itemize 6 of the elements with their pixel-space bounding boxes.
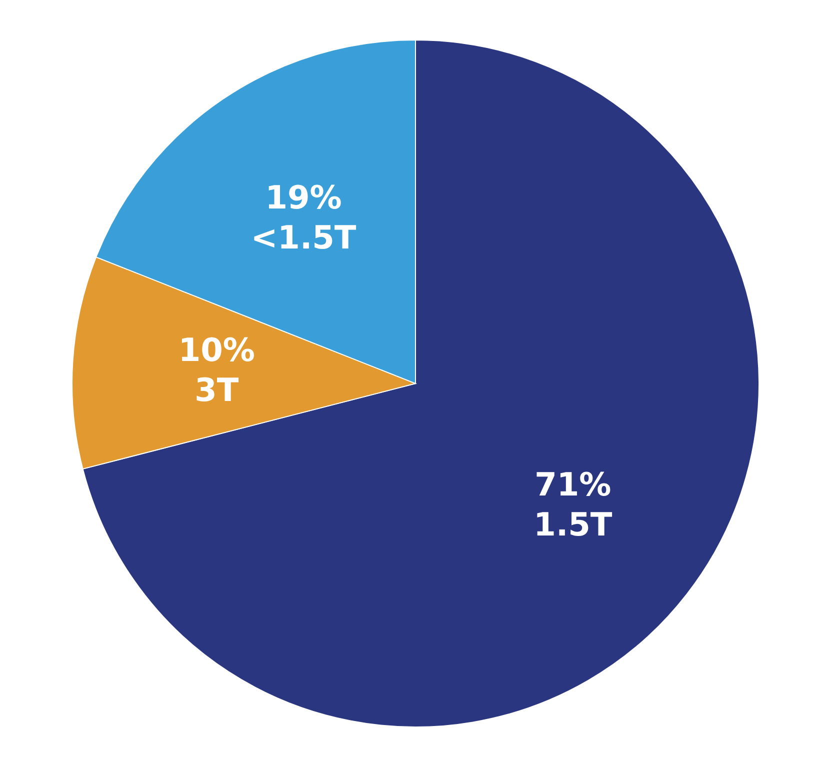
- data-label: 71%: [534, 466, 612, 504]
- data-label: 19%: [265, 178, 342, 217]
- data-label: 10%: [178, 330, 255, 369]
- slice-label: 1.5T: [534, 506, 612, 544]
- slice-label: 3T: [194, 370, 239, 409]
- slice-label: <1.5T: [250, 218, 356, 257]
